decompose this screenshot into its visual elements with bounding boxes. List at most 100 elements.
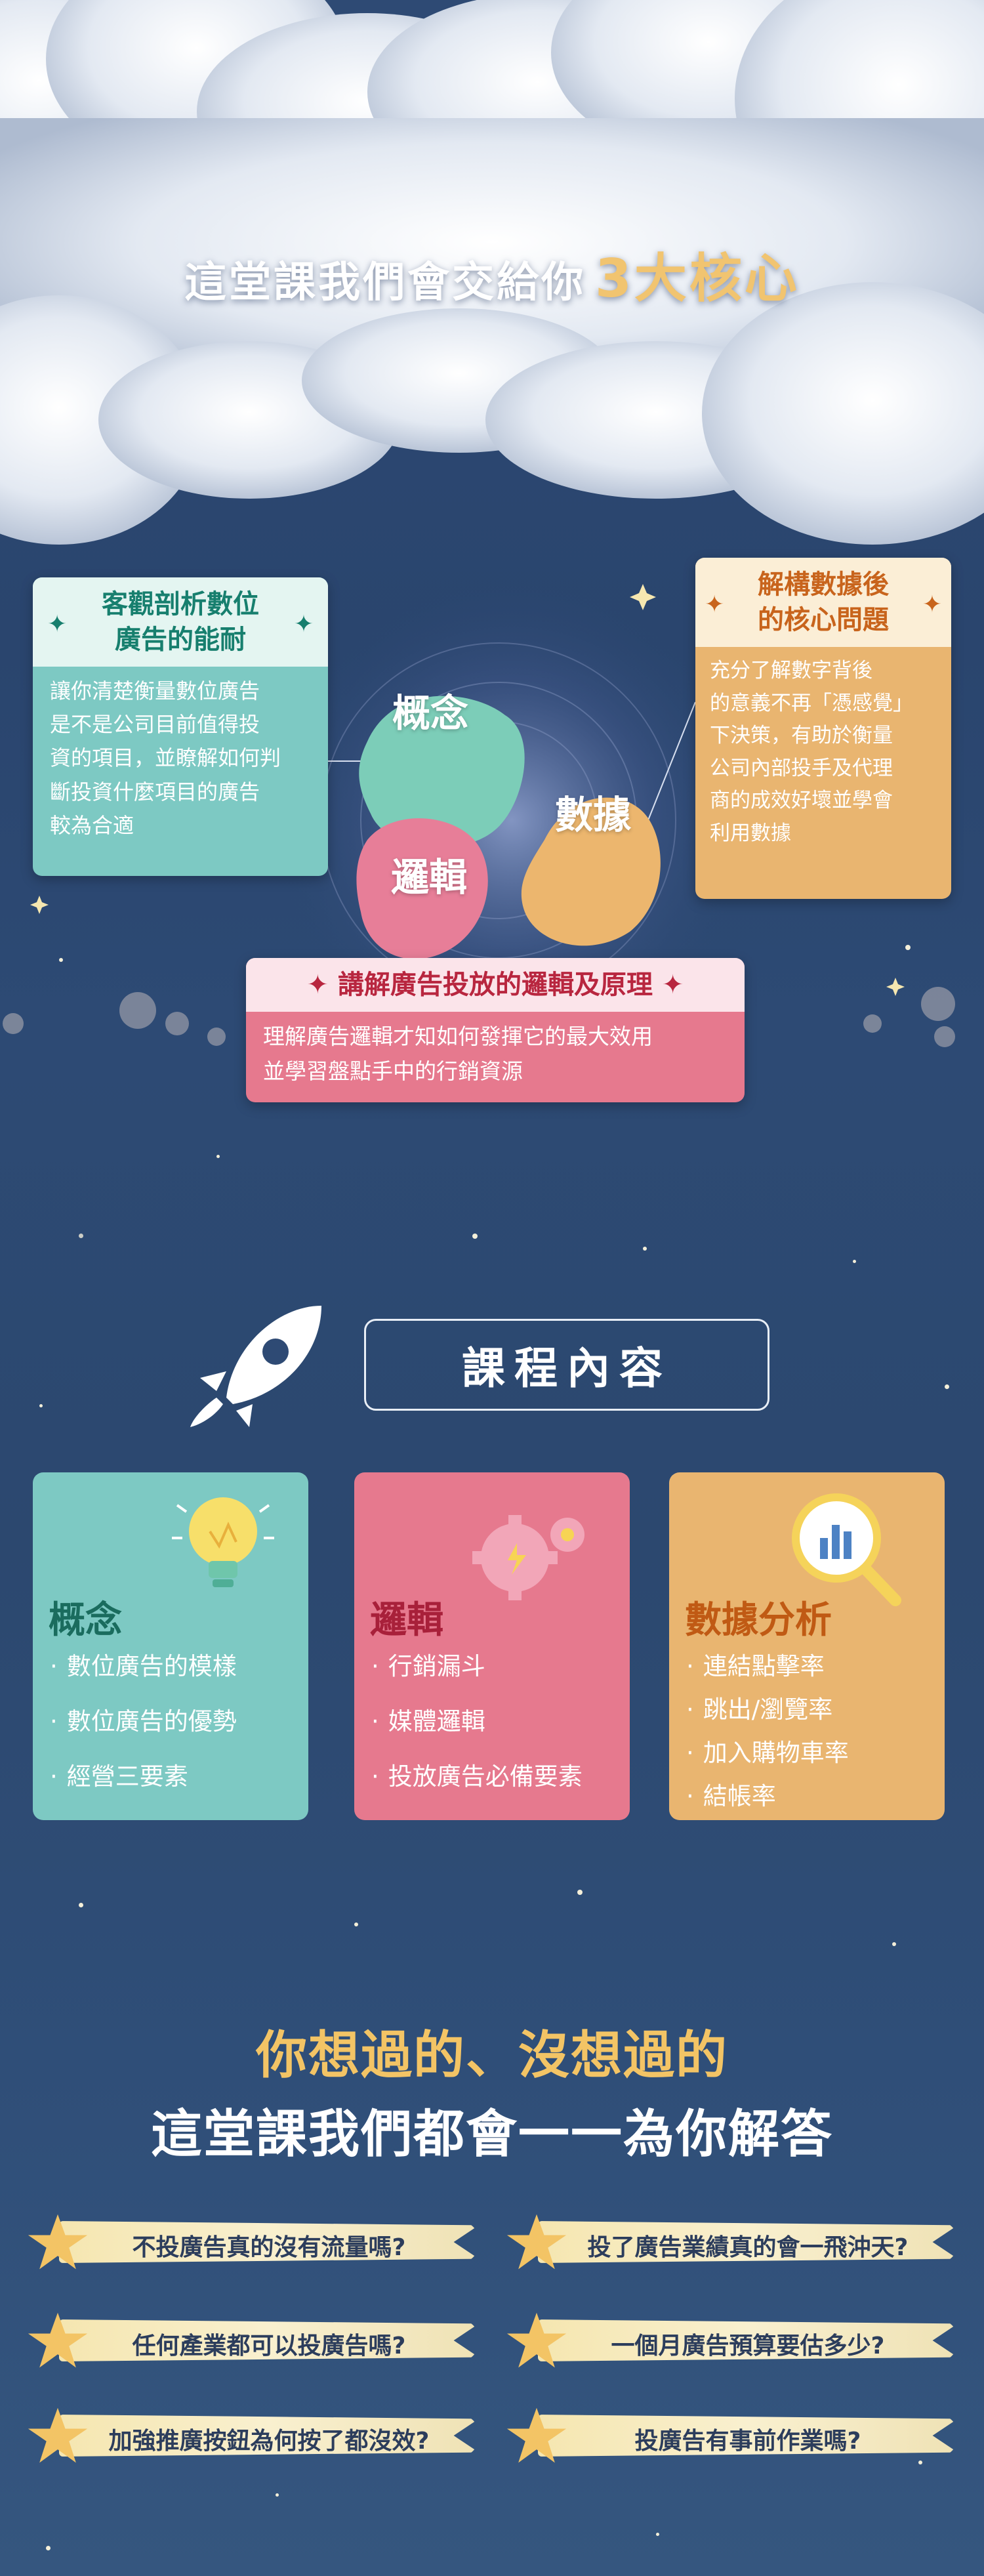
body-line: 利用數據	[710, 821, 791, 845]
list-item: 投放廣告必備要素	[371, 1756, 583, 1792]
core-card-logic-body: 理解廣告邏輯才知如何發揮它的最大效用 並學習盤點手中的行銷資源	[246, 1012, 745, 1089]
star-dot	[918, 2461, 922, 2464]
logic-blob-label: 邏輯	[391, 855, 468, 900]
star-dot	[472, 1234, 478, 1239]
body-line: 商的成效好壞並學會	[710, 789, 893, 813]
course-card-list: 數位廣告的模樣 數位廣告的優勢 經營三要素	[50, 1646, 237, 1812]
body-line: 資的項目，並瞭解如何判	[50, 745, 281, 771]
question-text: 加強推廣按鈕為何按了都沒效?	[108, 2428, 430, 2455]
ribbon-shape	[59, 2221, 479, 2263]
course-card-logic: 邏輯 行銷漏斗 媒體邏輯 投放廣告必備要素	[354, 1472, 630, 1820]
core-card-data: ✦ 解構數據後 的核心問題 ✦ 充分了解數字背後 的意義不再「憑感覺」 下決策，…	[695, 558, 951, 899]
hero-title-text: 這堂課我們會交給你	[184, 259, 586, 307]
body-line: 並學習盤點手中的行銷資源	[263, 1058, 523, 1084]
data-blob-label: 數據	[555, 793, 632, 837]
star-icon	[506, 2407, 567, 2463]
body-line: 公司內部投手及代理	[710, 756, 893, 780]
star-icon	[506, 2214, 567, 2270]
body-line: 理解廣告邏輯才知如何發揮它的最大效用	[263, 1024, 653, 1049]
star-icon	[28, 2312, 88, 2368]
sparkle-icon: ✦	[293, 611, 314, 638]
list-item: 數位廣告的模樣	[50, 1646, 237, 1682]
question-text: 投了廣告業績真的會一飛沖天?	[587, 2234, 909, 2261]
star-dot	[354, 1922, 358, 1926]
star-dot	[216, 1155, 220, 1158]
cloud-banner	[0, 0, 984, 545]
rocket-icon	[190, 1306, 321, 1427]
title-line: 的核心問題	[758, 605, 889, 635]
course-card-title: 數據分析	[685, 1599, 832, 1642]
title-line: 講解廣告投放的邏輯及原理	[338, 970, 653, 1000]
body-line: 下決策，有助於衡量	[710, 724, 893, 748]
title-line: 解構數據後	[758, 570, 889, 600]
question-text: 投廣告有事前作業嗎?	[634, 2428, 861, 2455]
list-item: 結帳率	[686, 1776, 849, 1812]
course-card-data: 數據分析 連結點擊率 跳出/瀏覽率 加入購物車率 結帳率	[669, 1472, 945, 1820]
core-card-analysis: ✦ 客觀剖析數位 廣告的能耐 ✦ 讓你清楚衡量數位廣告 是不是公司目前值得投 資…	[33, 577, 328, 876]
core-card-data-title: ✦ 解構數據後 的核心問題 ✦	[695, 558, 951, 647]
ribbon-shape	[59, 2415, 479, 2457]
list-item: 跳出/瀏覽率	[686, 1690, 849, 1725]
star-dot	[577, 1890, 583, 1895]
ribbon-shape	[538, 2415, 958, 2457]
question-banner: 一個月廣告預算要估多少?	[505, 2303, 964, 2375]
core-card-analysis-body: 讓你清楚衡量數位廣告 是不是公司目前值得投 資的項目，並瞭解如何判 斷投資什麼項…	[33, 667, 328, 842]
course-card-title: 概念	[49, 1599, 122, 1642]
question-banner: 加強推廣按鈕為何按了都沒效?	[26, 2398, 485, 2470]
questions-title-line2: 這堂課我們都會一一為你解答	[150, 2105, 833, 2164]
ribbon-shape	[538, 2221, 958, 2263]
star-dot	[643, 1247, 647, 1251]
hero-title: 這堂課我們會交給你 3大核心	[0, 236, 984, 312]
concept-blob-label: 概念	[392, 691, 469, 736]
star-dot	[59, 958, 63, 962]
course-heading-text: 課程內容	[462, 1343, 672, 1394]
course-card-concept: 概念 數位廣告的模樣 數位廣告的優勢 經營三要素	[33, 1472, 308, 1820]
title-line: 廣告的能耐	[115, 625, 246, 655]
question-banner: 任何產業都可以投廣告嗎?	[26, 2303, 485, 2375]
star-icon	[506, 2312, 567, 2368]
course-card-list: 行銷漏斗 媒體邏輯 投放廣告必備要素	[371, 1646, 583, 1812]
star-dot	[39, 1404, 43, 1407]
body-line: 充分了解數字背後	[710, 659, 872, 682]
star-dot	[892, 1942, 896, 1946]
sparkle-icon: ✦	[705, 591, 725, 618]
question-banner: 不投廣告真的沒有流量嗎?	[26, 2205, 485, 2277]
list-item: 連結點擊率	[686, 1646, 849, 1682]
body-line: 斷投資什麼項目的廣告	[50, 779, 260, 804]
magnifier-chart-icon	[792, 1493, 901, 1606]
star-dot	[79, 1234, 83, 1238]
lightbulb-icon	[172, 1497, 274, 1587]
body-line: 是不是公司目前值得投	[50, 712, 260, 737]
core-card-logic: ✦ 講解廣告投放的邏輯及原理 ✦ 理解廣告邏輯才知如何發揮它的最大效用 並學習盤…	[246, 958, 745, 1102]
star-icon	[28, 2407, 88, 2463]
core-diagram	[3, 584, 955, 1056]
sparkle-icon: ✦	[47, 611, 68, 638]
logic-blob	[356, 818, 488, 959]
question-banner: 投廣告有事前作業嗎?	[505, 2398, 964, 2470]
course-card-list: 連結點擊率 跳出/瀏覽率 加入購物車率 結帳率	[686, 1646, 849, 1819]
sparkle-icon: ✦	[306, 970, 338, 1000]
list-item: 加入購物車率	[686, 1733, 849, 1768]
sparkle-icon: ✦	[922, 591, 942, 618]
sparkle-icon: ✦	[653, 970, 684, 1000]
question-banner: 投了廣告業績真的會一飛沖天?	[505, 2205, 964, 2277]
list-item: 數位廣告的優勢	[50, 1701, 237, 1737]
ribbon-shape	[538, 2319, 958, 2361]
core-card-analysis-title: ✦ 客觀剖析數位 廣告的能耐 ✦	[33, 577, 328, 667]
concept-blob	[359, 696, 525, 848]
star-dot	[656, 2533, 659, 2536]
question-text: 一個月廣告預算要估多少?	[611, 2333, 885, 2359]
body-line: 讓你清楚衡量數位廣告	[50, 678, 260, 703]
title-line: 客觀剖析數位	[102, 589, 259, 619]
star-dot	[905, 945, 911, 950]
star-dot	[853, 1260, 856, 1263]
hero-title-highlight: 3大核心	[595, 248, 800, 309]
list-item: 媒體邏輯	[371, 1701, 583, 1737]
list-item: 行銷漏斗	[371, 1646, 583, 1682]
star-dot	[276, 2493, 279, 2497]
question-text: 任何產業都可以投廣告嗎?	[132, 2333, 406, 2359]
body-line: 較為合適	[50, 812, 134, 838]
star-dot	[945, 1384, 949, 1389]
gears-icon	[472, 1515, 584, 1600]
